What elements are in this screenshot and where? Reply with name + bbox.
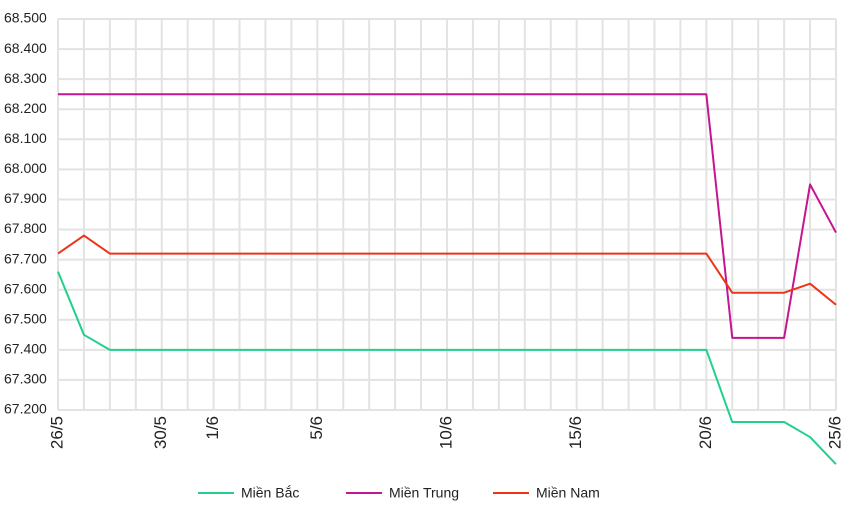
y-tick-label: 67.300 [4, 371, 47, 387]
y-tick-label: 68.000 [4, 160, 47, 176]
x-tick-label: 1/6 [203, 416, 222, 440]
y-tick-label: 67.200 [4, 401, 47, 417]
y-tick-label: 68.100 [4, 130, 47, 146]
x-tick-label: 20/6 [696, 416, 715, 449]
series-line [58, 93, 837, 339]
y-tick-label: 68.500 [4, 10, 47, 26]
y-tick-label: 68.300 [4, 70, 47, 86]
x-tick-label: 30/5 [151, 416, 170, 449]
legend-label: Miền Trung [389, 485, 459, 501]
y-tick-label: 67.700 [4, 250, 47, 266]
legend-label: Miền Bắc [241, 485, 299, 501]
series-line [57, 234, 837, 306]
y-tick-label: 67.400 [4, 341, 47, 357]
x-tick-label: 10/6 [436, 416, 455, 449]
y-tick-label: 68.400 [4, 40, 47, 56]
series-line [57, 271, 837, 465]
x-tick-label: 15/6 [566, 416, 585, 449]
x-tick-label: 5/6 [307, 416, 326, 440]
legend-label: Miền Nam [536, 485, 600, 501]
x-tick-label: 25/6 [825, 416, 844, 449]
y-tick-label: 67.800 [4, 220, 47, 236]
y-tick-label: 67.900 [4, 190, 47, 206]
y-tick-label: 67.500 [4, 310, 47, 326]
x-tick-label: 26/5 [47, 416, 66, 449]
y-tick-label: 68.200 [4, 100, 47, 116]
y-tick-label: 67.600 [4, 280, 47, 296]
